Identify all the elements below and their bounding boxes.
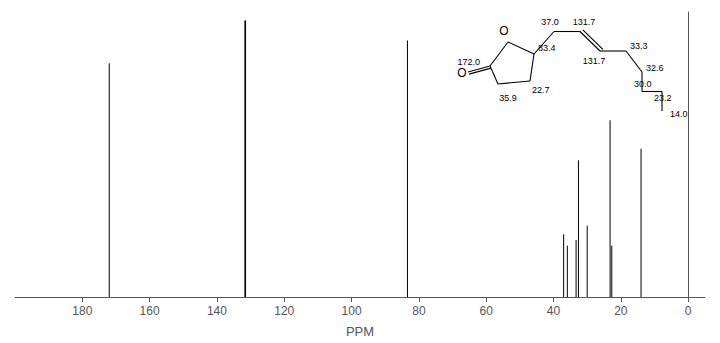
svg-text:160: 160 bbox=[140, 304, 160, 318]
svg-text:20: 20 bbox=[614, 304, 628, 318]
svg-text:60: 60 bbox=[480, 304, 494, 318]
svg-text:131.7: 131.7 bbox=[573, 17, 596, 27]
svg-text:O: O bbox=[457, 66, 466, 80]
svg-text:80: 80 bbox=[412, 304, 426, 318]
svg-text:14.0: 14.0 bbox=[670, 109, 688, 119]
svg-text:37.0: 37.0 bbox=[541, 17, 559, 27]
svg-text:33.3: 33.3 bbox=[630, 41, 648, 51]
svg-text:22.7: 22.7 bbox=[532, 85, 550, 95]
svg-text:120: 120 bbox=[274, 304, 294, 318]
svg-text:O: O bbox=[499, 24, 508, 38]
svg-text:PPM: PPM bbox=[346, 324, 374, 339]
svg-text:140: 140 bbox=[207, 304, 227, 318]
svg-text:40: 40 bbox=[547, 304, 561, 318]
svg-text:23.2: 23.2 bbox=[654, 93, 672, 103]
svg-text:30.0: 30.0 bbox=[634, 79, 652, 89]
svg-text:35.9: 35.9 bbox=[499, 93, 517, 103]
svg-text:100: 100 bbox=[342, 304, 362, 318]
svg-text:180: 180 bbox=[72, 304, 92, 318]
svg-text:83.4: 83.4 bbox=[538, 43, 556, 53]
svg-text:32.6: 32.6 bbox=[646, 63, 664, 73]
svg-text:131.7: 131.7 bbox=[583, 56, 606, 66]
svg-text:0: 0 bbox=[685, 304, 692, 318]
svg-text:172.0: 172.0 bbox=[457, 56, 480, 67]
